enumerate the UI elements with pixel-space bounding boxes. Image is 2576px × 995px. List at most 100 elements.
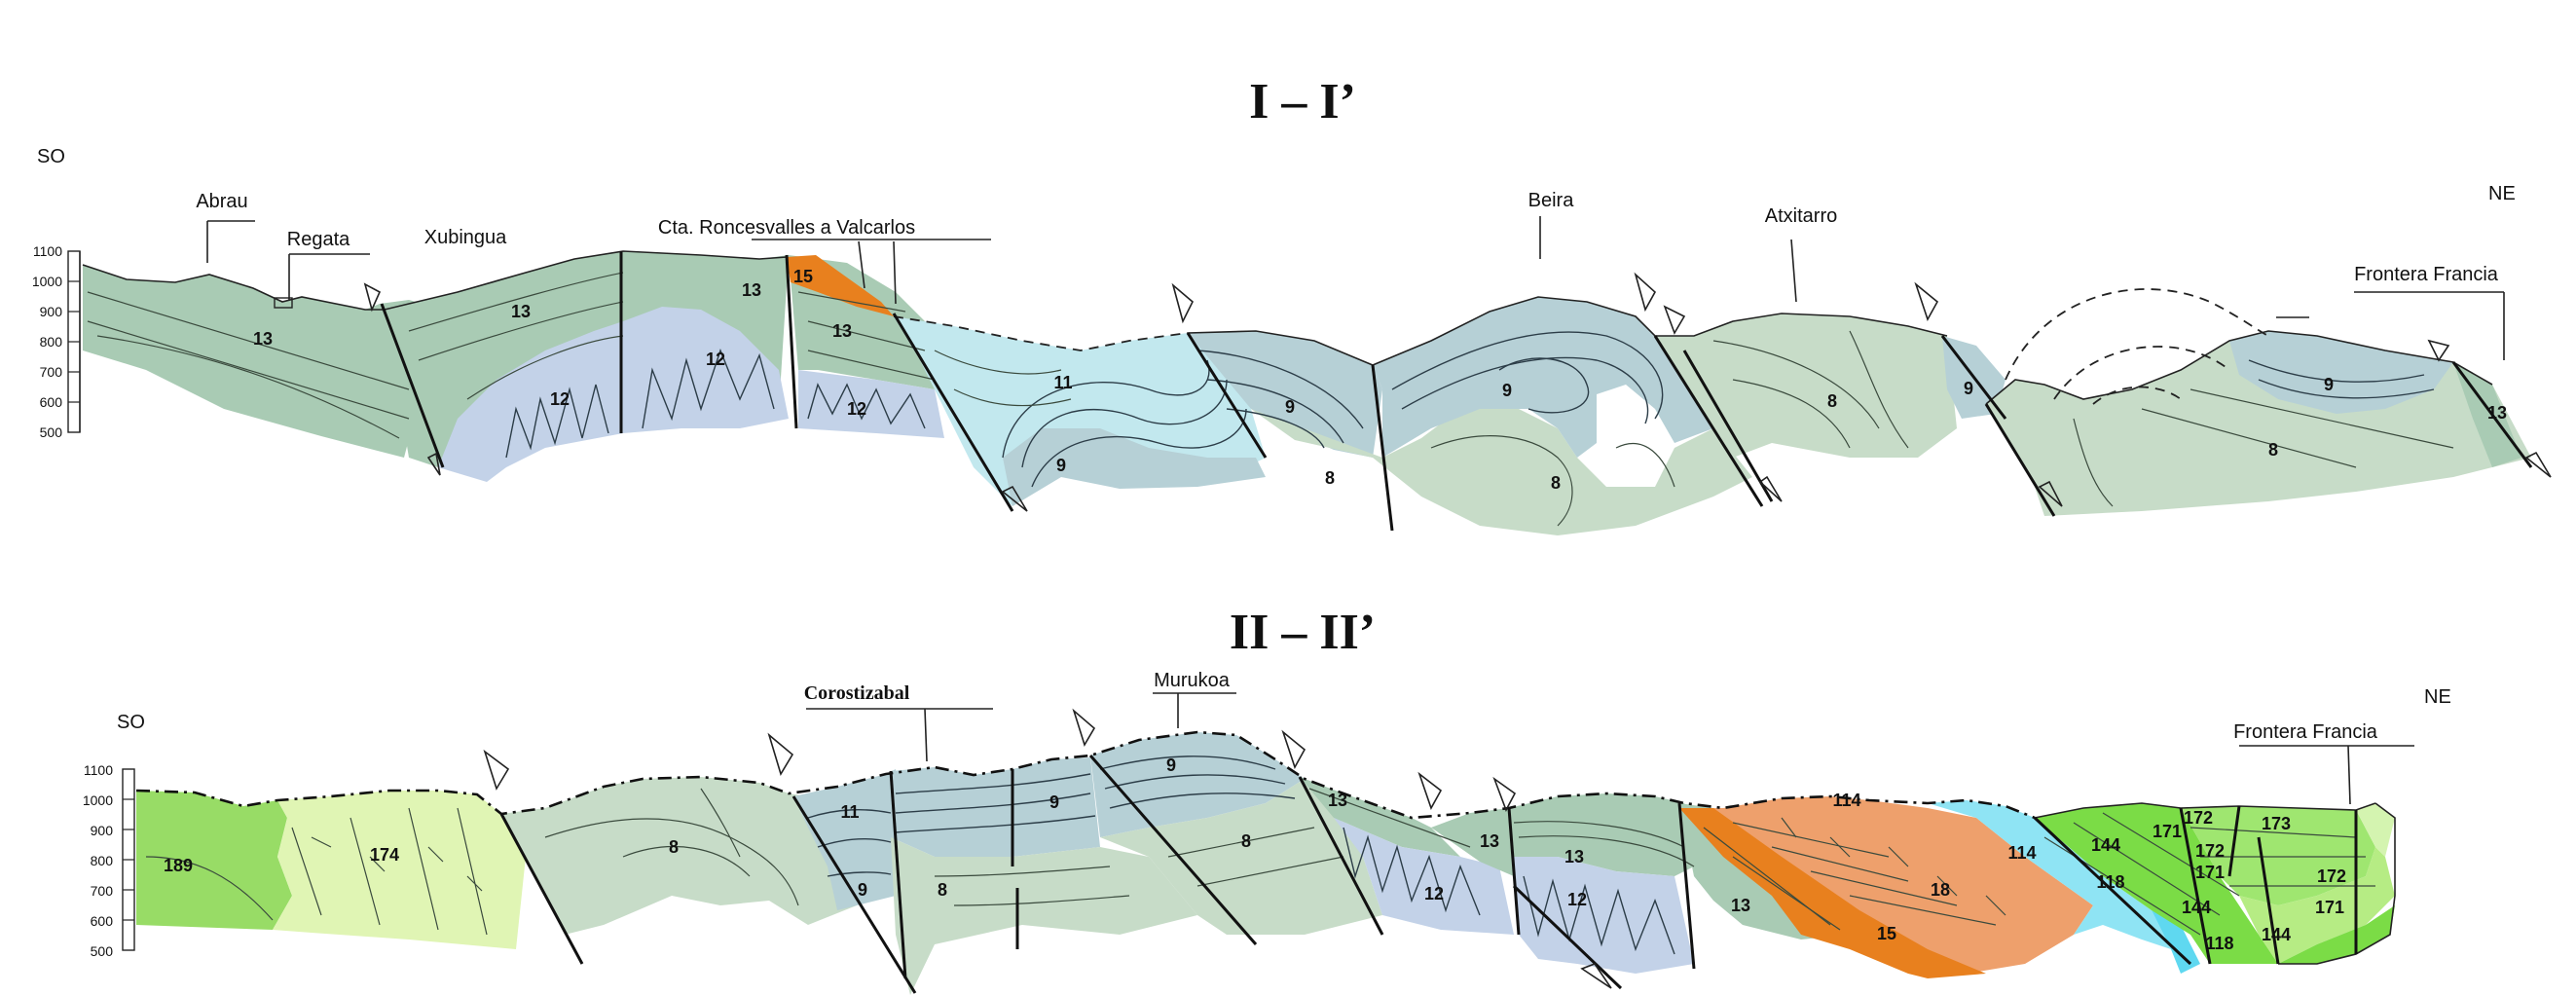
unit-9-cap-east	[2229, 331, 2453, 414]
section-one-units	[83, 251, 2531, 535]
unit-label: 13	[511, 302, 531, 321]
thrust-arrow	[1001, 485, 1028, 512]
unit-label: 9	[1285, 397, 1295, 417]
scale-label: 600	[40, 394, 63, 410]
unit-label: 13	[1328, 791, 1347, 810]
unit-13-block-west	[83, 265, 443, 458]
scale-label: 1100	[33, 243, 62, 259]
unit-15-wedge	[787, 255, 894, 316]
thrust-arrow	[2427, 339, 2450, 362]
place-label: Regata	[287, 229, 350, 250]
regata-marker	[274, 297, 293, 309]
fault-line	[1371, 364, 1394, 532]
scale-label: 900	[91, 823, 114, 838]
unit-label: 9	[858, 880, 867, 900]
place-label: Xubingua	[424, 227, 507, 248]
fault-line	[1512, 884, 1623, 990]
section-two-lines	[135, 730, 2396, 965]
section-one-unit-labels: 13 13 12 12 12 13 15 13 11 9 9 8 9 8 8 9…	[253, 267, 2507, 493]
unit-label: 8	[2268, 440, 2278, 460]
unit-label: 171	[2195, 863, 2225, 882]
unit-label: 172	[2195, 841, 2225, 861]
thrust-arrow	[1281, 729, 1306, 769]
unit-label: 11	[1053, 373, 1072, 392]
unit-label: 144	[2262, 925, 2291, 944]
unit-173-block	[2356, 803, 2395, 857]
place-label: Cta. Roncesvalles a Valcarlos	[658, 217, 915, 239]
section-two-places: Corostizabal Murukoa Frontera Francia	[804, 670, 2414, 805]
place-label: Beira	[1528, 190, 1575, 211]
unit-9-block-murukoa	[1090, 732, 1305, 837]
unit-label: 9	[1502, 381, 1512, 400]
section-one-vertical-scale: 1100 1000 900 800 700 600 500	[32, 243, 81, 440]
unit-label: 13	[2487, 403, 2507, 423]
unit-label: 13	[1480, 831, 1499, 851]
place-label: Murukoa	[1154, 670, 1231, 691]
unit-label: 8	[1325, 468, 1335, 488]
thrust-arrow	[1580, 963, 1612, 989]
unit-144-band	[2035, 803, 2278, 964]
scale-label: 700	[91, 883, 114, 899]
unit-label: 9	[1049, 792, 1059, 812]
unit-label: 174	[370, 845, 399, 865]
fault-line	[2227, 805, 2241, 877]
unit-8-base-center	[1251, 409, 1752, 535]
thrust-arrow	[426, 452, 441, 476]
thrust-arrow	[483, 749, 510, 791]
unit-label: 12	[847, 399, 866, 419]
unit-label: 13	[1564, 847, 1584, 866]
scale-label: 800	[40, 334, 63, 350]
fault-line	[380, 303, 445, 468]
unit-15-band	[1679, 808, 1986, 978]
section-two-orientation-left: SO	[117, 712, 145, 733]
unit-8-block-west	[501, 777, 876, 935]
unit-12-core-roncesvalles	[798, 370, 944, 438]
fault-line	[2033, 816, 2192, 966]
fault-line	[1682, 350, 1774, 502]
fault-line	[889, 770, 907, 979]
section-one-faults	[363, 251, 2552, 532]
unit-9-block-center	[1188, 331, 1382, 458]
unit-label: 13	[832, 321, 852, 341]
unit-9-block-corostizabal	[891, 757, 1100, 857]
unit-114-band	[1928, 800, 2171, 949]
section-one-orientation-left: SO	[37, 146, 65, 167]
unit-label: 144	[2091, 835, 2120, 855]
thrust-arrow	[1758, 475, 1783, 502]
unit-11-block	[793, 769, 896, 910]
unit-13-block-center	[1509, 793, 1713, 876]
section-one-places: Abrau Regata Xubingua Cta. Roncesvalles …	[196, 190, 2505, 360]
unit-label: 15	[793, 267, 813, 286]
unit-18-block	[1679, 796, 2093, 974]
unit-label: 173	[2262, 814, 2291, 833]
place-label: Frontera Francia	[2354, 264, 2499, 285]
unit-174-block	[273, 791, 526, 949]
unit-label: 13	[1731, 896, 1750, 915]
place-label: Corostizabal	[804, 682, 910, 704]
unit-label: 12	[706, 350, 725, 369]
thrust-arrow	[767, 732, 794, 776]
place-label: Frontera Francia	[2233, 721, 2378, 743]
thrust-arrow	[1072, 708, 1096, 747]
section-one-title: I – I’	[1249, 74, 1356, 129]
fault-line	[1677, 802, 1696, 970]
unit-171-block	[2181, 806, 2375, 905]
unit-label: 8	[938, 880, 947, 900]
unit-label: 15	[1877, 924, 1896, 943]
thrust-arrow	[1663, 305, 1686, 335]
fault-line	[2179, 807, 2212, 965]
unit-label: 171	[2153, 822, 2182, 841]
scale-label: 1100	[84, 762, 113, 778]
section-two-faults	[483, 708, 2358, 994]
place-label: Atxitarro	[1765, 205, 1837, 227]
unit-8-block-corostizabal	[891, 837, 1197, 995]
section-two-vertical-scale: 1100 1000 900 800 700 600 500	[83, 762, 135, 959]
fault-line	[1507, 807, 1521, 936]
section-two: II – II’ SO NE 1100 1000 900 800 700 600…	[83, 605, 2451, 995]
scale-label: 1000	[32, 274, 62, 289]
unit-label: 8	[1827, 391, 1837, 411]
fault-line	[791, 795, 917, 994]
section-one-lines	[82, 250, 2493, 527]
unit-9-anticline-beira	[1373, 297, 1713, 458]
